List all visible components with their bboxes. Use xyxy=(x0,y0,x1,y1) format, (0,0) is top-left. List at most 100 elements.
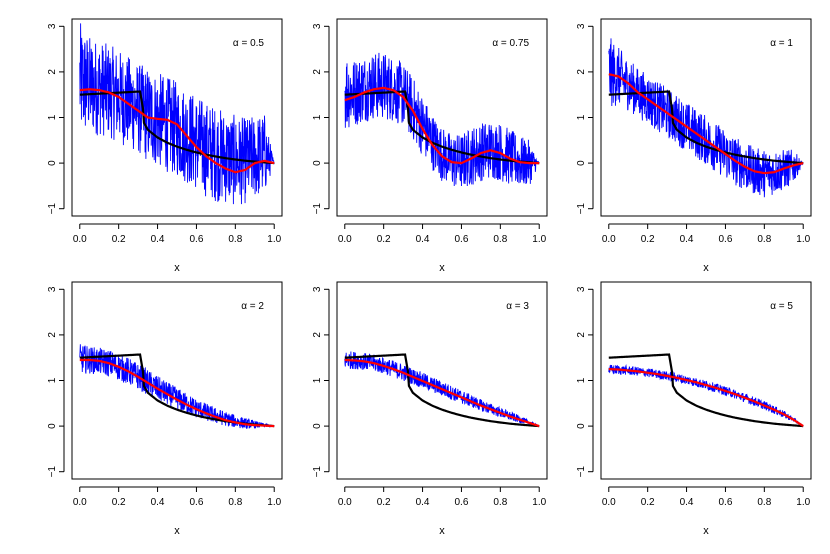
y-tick-label: 0 xyxy=(47,423,58,429)
x-tick-label: 0.8 xyxy=(228,497,242,508)
y-tick-label: 1 xyxy=(576,377,587,383)
noisy-series xyxy=(344,52,540,187)
plot-area xyxy=(79,23,275,205)
x-tick-label: 0.8 xyxy=(757,234,771,245)
true-function-line xyxy=(344,353,540,428)
plot-frame xyxy=(600,281,812,480)
true-function-line xyxy=(608,353,804,428)
plot-frame xyxy=(336,281,548,480)
x-axis-label: x xyxy=(439,525,445,537)
x-tick-label: 0.2 xyxy=(112,497,126,508)
y-tick-label: −1 xyxy=(47,466,58,478)
y-tick-label: 2 xyxy=(312,69,323,75)
x-tick-label: 0.8 xyxy=(228,234,242,245)
noisy-series xyxy=(608,38,804,198)
x-tick-label: 1.0 xyxy=(267,234,281,245)
y-tick-label: 3 xyxy=(576,286,587,292)
alpha-label: α = 0.75 xyxy=(492,38,529,49)
x-tick-label: 0.0 xyxy=(338,497,352,508)
y-tick-label: 1 xyxy=(47,377,58,383)
y-tick-label: 1 xyxy=(312,114,323,120)
x-tick-label: 0.0 xyxy=(73,234,87,245)
x-tick-label: 0.0 xyxy=(73,497,87,508)
x-tick-label: 1.0 xyxy=(796,234,810,245)
y-tick-label: 1 xyxy=(576,114,587,120)
x-tick-label: 0.4 xyxy=(680,234,694,245)
alpha-label: α = 5 xyxy=(770,301,793,312)
x-axis-label: x xyxy=(174,525,180,537)
panel-4: 0.0 0.2 0.4 0.6 0.8 1.0 −1 0 1 2 3 x α = 2 xyxy=(47,281,283,537)
noisy-series xyxy=(344,351,540,428)
x-tick-label: 0.6 xyxy=(718,497,732,508)
y-tick-label: −1 xyxy=(312,203,323,215)
plot-area xyxy=(608,38,804,198)
plot-area xyxy=(608,353,804,428)
x-tick-label: 0.4 xyxy=(416,497,430,508)
panel-5: 0.0 0.2 0.4 0.6 0.8 1.0 −1 0 1 2 3 x α = 3 xyxy=(312,281,548,537)
y-tick-label: 2 xyxy=(576,332,587,338)
alpha-label: α = 2 xyxy=(241,301,264,312)
x-axis-label: x xyxy=(703,525,709,537)
x-tick-label: 0.6 xyxy=(454,497,468,508)
alpha-label: α = 0.5 xyxy=(233,38,265,49)
true-function-line xyxy=(608,90,804,165)
panel-6: 0.0 0.2 0.4 0.6 0.8 1.0 −1 0 1 2 3 x α = 5 xyxy=(576,281,812,537)
alpha-label: α = 3 xyxy=(506,301,529,312)
y-tick-label: 3 xyxy=(47,23,58,29)
plot-frame xyxy=(336,18,548,217)
y-tick-label: 2 xyxy=(312,332,323,338)
smoothed-estimate-line xyxy=(344,86,540,165)
noisy-series xyxy=(79,23,275,205)
smoothed-estimate-line xyxy=(344,358,540,428)
x-tick-label: 0.2 xyxy=(641,234,655,245)
panel-3: 0.0 0.2 0.4 0.6 0.8 1.0 −1 0 1 2 3 x α = 1 xyxy=(576,18,812,274)
x-axis-label: x xyxy=(703,262,709,274)
x-tick-label: 0.6 xyxy=(189,497,203,508)
x-tick-label: 0.2 xyxy=(112,234,126,245)
plot-frame xyxy=(600,18,812,217)
x-tick-label: 0.2 xyxy=(377,497,391,508)
y-tick-label: 0 xyxy=(576,160,587,166)
panel-2: 0.0 0.2 0.4 0.6 0.8 1.0 −1 0 1 2 3 x α = 0.75 xyxy=(312,18,548,274)
x-tick-label: 1.0 xyxy=(796,497,810,508)
y-tick-label: 0 xyxy=(47,160,58,166)
y-tick-label: 3 xyxy=(47,286,58,292)
x-tick-label: 1.0 xyxy=(532,497,546,508)
x-tick-label: 1.0 xyxy=(532,234,546,245)
x-tick-label: 0.2 xyxy=(377,234,391,245)
y-tick-label: 3 xyxy=(576,23,587,29)
noisy-series xyxy=(608,364,804,427)
y-tick-label: 2 xyxy=(47,69,58,75)
plot-area xyxy=(79,344,275,429)
y-tick-label: −1 xyxy=(312,466,323,478)
smoothed-estimate-line xyxy=(608,368,804,428)
x-tick-label: 0.4 xyxy=(151,497,165,508)
x-tick-label: 0.8 xyxy=(493,497,507,508)
noisy-series xyxy=(79,344,275,429)
y-tick-label: 3 xyxy=(312,286,323,292)
y-tick-label: −1 xyxy=(576,466,587,478)
x-tick-label: 0.4 xyxy=(151,234,165,245)
alpha-label: α = 1 xyxy=(770,38,793,49)
x-axis-label: x xyxy=(174,262,180,274)
x-tick-label: 0.8 xyxy=(493,234,507,245)
plot-area xyxy=(344,351,540,428)
smoothed-estimate-line xyxy=(608,73,804,175)
plot-frame xyxy=(71,18,283,217)
y-tick-label: 2 xyxy=(576,69,587,75)
y-tick-label: −1 xyxy=(47,203,58,215)
x-tick-label: 0.2 xyxy=(641,497,655,508)
y-tick-label: 0 xyxy=(312,160,323,166)
x-tick-label: 0.4 xyxy=(680,497,694,508)
x-axis-label: x xyxy=(439,262,445,274)
x-tick-label: 0.6 xyxy=(189,234,203,245)
panel-1: 0.0 0.2 0.4 0.6 0.8 1.0 −1 0 1 2 3 x α = 0.5 xyxy=(47,18,283,274)
y-tick-label: 1 xyxy=(47,114,58,120)
x-tick-label: 0.4 xyxy=(416,234,430,245)
x-tick-label: 0.0 xyxy=(602,234,616,245)
x-tick-label: 1.0 xyxy=(267,497,281,508)
x-tick-label: 0.6 xyxy=(454,234,468,245)
smoothed-estimate-line xyxy=(79,88,275,174)
plot-area xyxy=(344,52,540,187)
